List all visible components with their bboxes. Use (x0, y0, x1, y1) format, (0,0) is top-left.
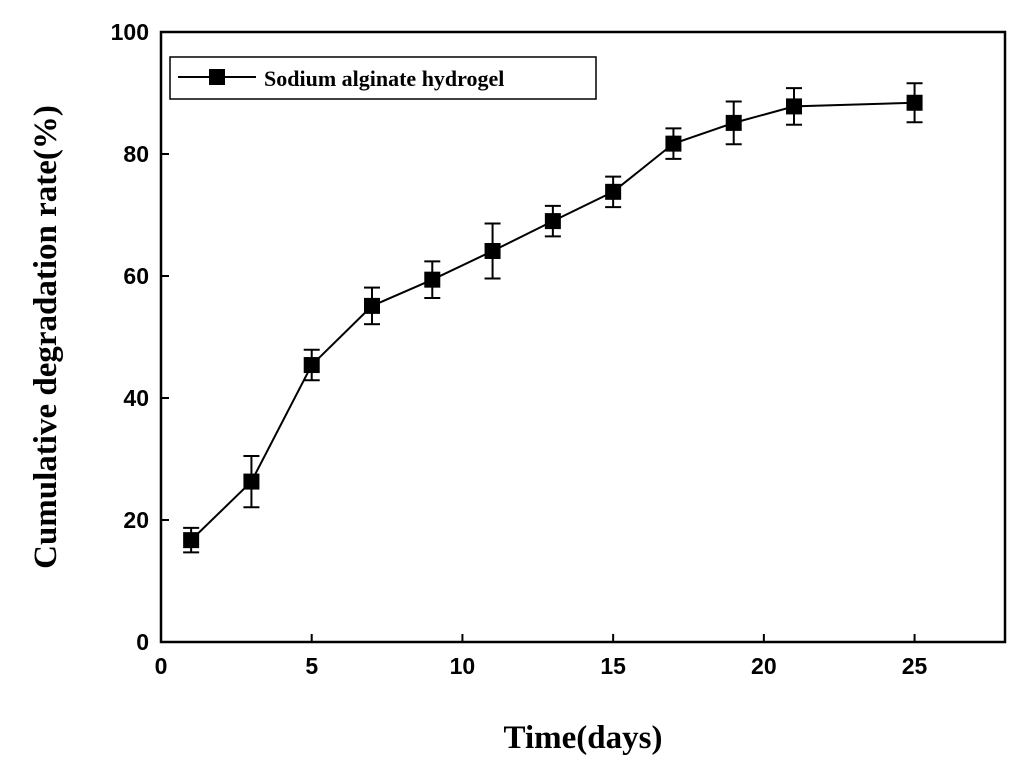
plot-frame (159, 30, 1007, 644)
data-point (183, 532, 200, 549)
data-point (303, 357, 320, 374)
y-axis-title: Cumulative degradation rate(%) (28, 105, 64, 569)
data-point (786, 98, 802, 115)
data-point (484, 242, 501, 259)
x-tick-label: 15 (600, 653, 626, 679)
x-tick-label: 25 (902, 653, 928, 679)
y-tick-label: 20 (123, 507, 149, 533)
data-point (906, 94, 923, 111)
y-tick-label: 100 (111, 19, 149, 45)
series-line (190, 101, 915, 541)
data-point (544, 213, 561, 230)
y-axis: 0 20 40 60 80 100 (111, 19, 169, 655)
legend-marker (209, 69, 225, 85)
y-tick-label: 60 (123, 263, 149, 289)
y-tick-label: 0 (136, 629, 149, 655)
x-axis-title: Time(days) (504, 720, 663, 756)
x-tick-label: 10 (450, 653, 476, 679)
series-layer (183, 82, 923, 554)
legend: Sodium alginate hydrogel (169, 56, 597, 100)
x-tick-label: 5 (305, 653, 318, 679)
data-point (243, 473, 260, 490)
x-tick-label: 0 (155, 653, 168, 679)
data-point (424, 271, 441, 288)
x-tick-label: 20 (751, 653, 777, 679)
legend-label: Sodium alginate hydrogel (264, 66, 504, 91)
y-tick-label: 80 (123, 141, 149, 167)
data-point (364, 297, 380, 314)
data-point (665, 135, 682, 152)
data-point (605, 183, 622, 200)
x-axis: 0 5 10 15 20 25 (155, 634, 928, 679)
legend-box (169, 56, 597, 100)
data-point (725, 114, 742, 131)
y-tick-label: 40 (123, 385, 149, 411)
